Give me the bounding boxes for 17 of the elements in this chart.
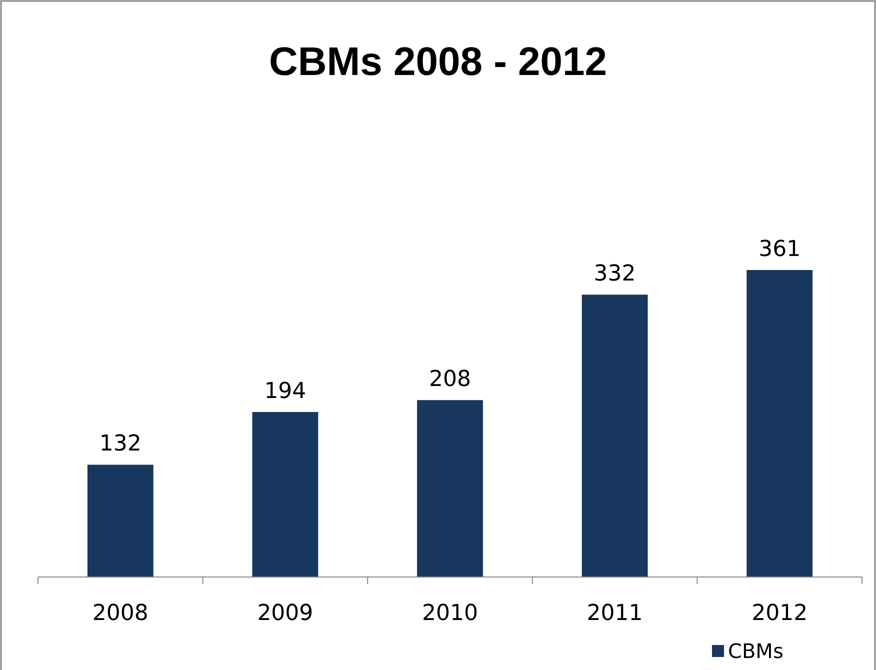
data-label: 132	[99, 432, 142, 457]
legend-label: CBMs	[728, 639, 784, 663]
x-tick-label: 2010	[422, 601, 478, 626]
data-label: 332	[594, 262, 636, 287]
bar	[252, 412, 318, 577]
chart-title: CBMs 2008 - 2012	[269, 40, 607, 84]
data-label: 208	[429, 367, 471, 392]
bar	[87, 464, 154, 577]
bar	[417, 400, 483, 577]
bar	[746, 270, 813, 577]
data-label: 361	[758, 237, 801, 262]
x-tick-label: 2011	[586, 601, 643, 626]
bar	[582, 294, 648, 577]
data-label: 194	[264, 379, 306, 404]
x-tick-label: 2008	[92, 601, 148, 626]
x-tick-label: 2009	[257, 601, 314, 626]
x-tick-label: 2012	[752, 601, 808, 626]
